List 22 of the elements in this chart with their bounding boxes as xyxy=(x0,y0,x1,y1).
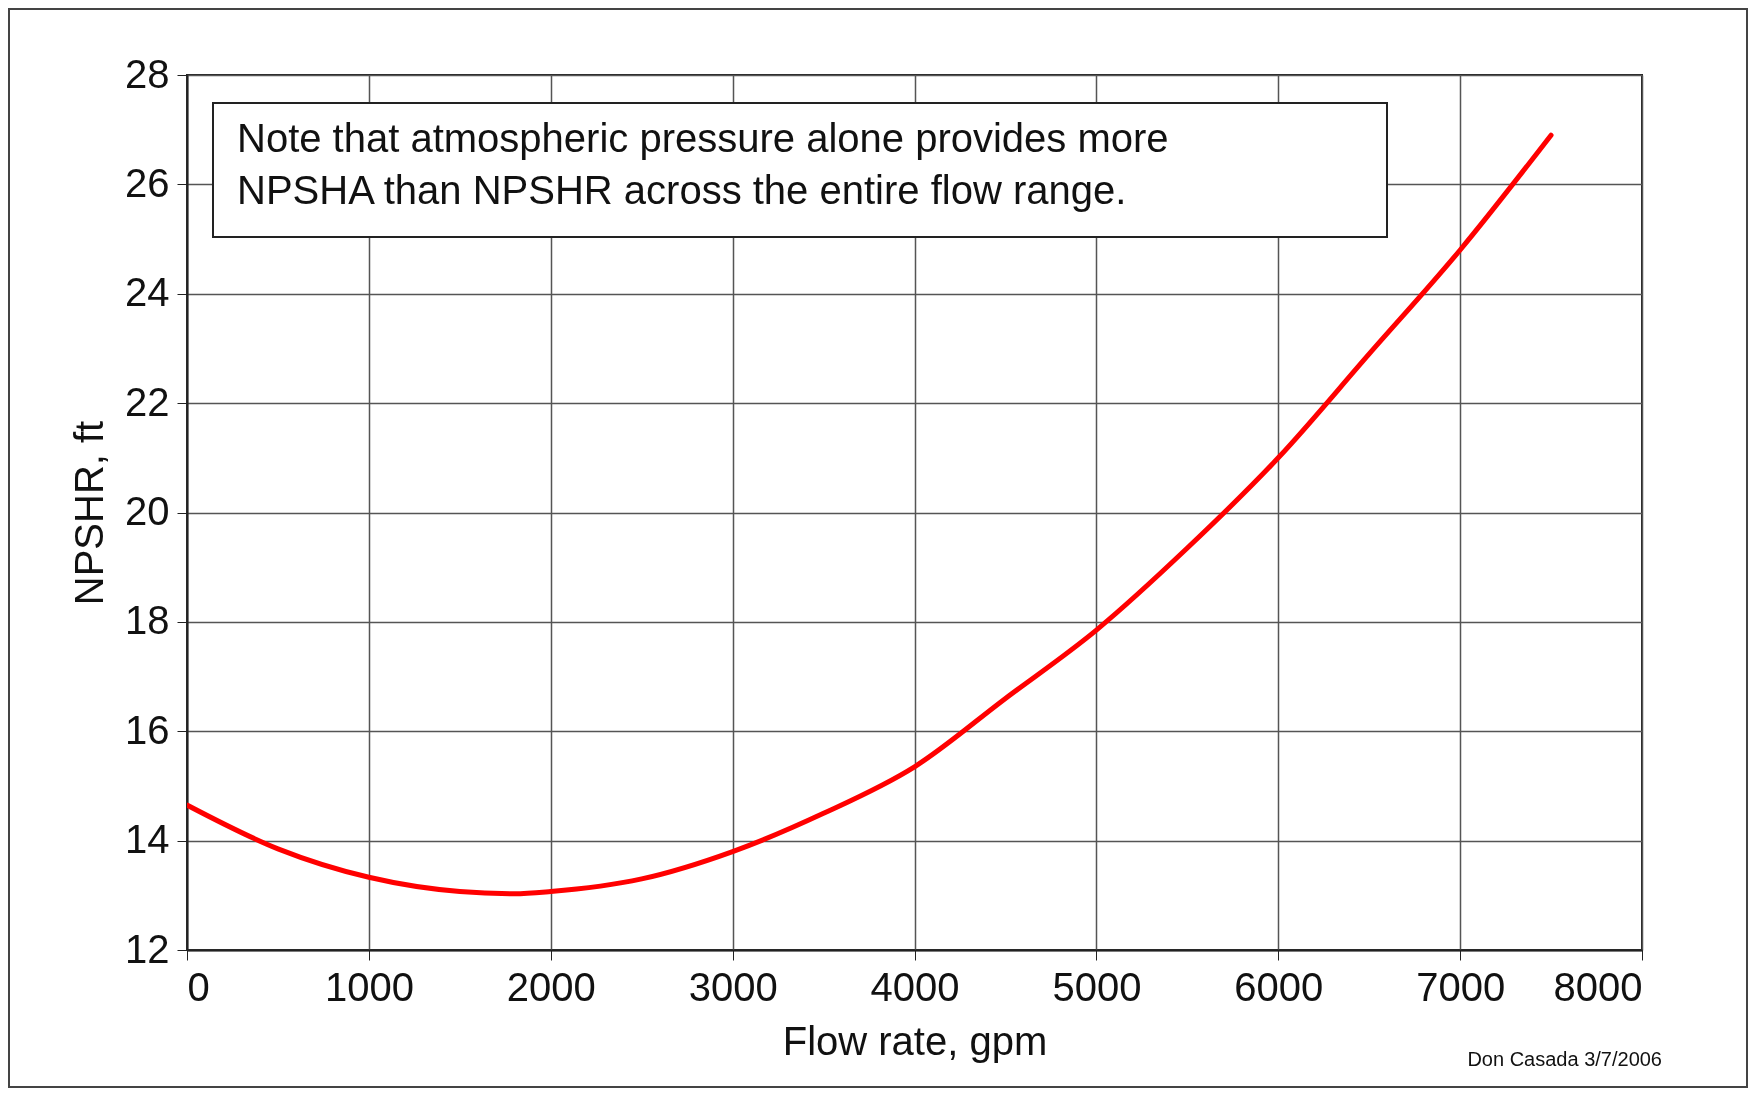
y-tick-label: 28 xyxy=(125,51,170,96)
x-tick-label: 1000 xyxy=(324,964,414,1009)
y-tick-label: 26 xyxy=(125,160,170,205)
text: Don Casada 3/7/2006 xyxy=(1467,1048,1662,1070)
x-tick-label: 8000 xyxy=(1553,964,1643,1009)
x-tick-label: 0 xyxy=(187,964,210,1009)
y-tick-label: 20 xyxy=(125,489,170,533)
x-tick-label: 7000 xyxy=(1416,964,1506,1009)
x-axis-title: Flow rate, gpm xyxy=(782,1018,1048,1063)
x-tick-label: 6000 xyxy=(1234,964,1324,1009)
y-tick-label: 24 xyxy=(125,270,170,315)
y-tick-label: 18 xyxy=(125,598,170,643)
y-tick-label: 12 xyxy=(125,926,170,971)
x-tick-label: 4000 xyxy=(870,964,960,1009)
y-axis-title: NPSHR, ft xyxy=(67,420,112,606)
x-tick-label: 5000 xyxy=(1052,964,1142,1009)
annotation: Note that atmospheric pressure alone provides more NPSHA than NPSHR across the entire flow range. xyxy=(237,116,1169,212)
y-tick-label: 16 xyxy=(125,707,170,752)
y-tick-label: 14 xyxy=(125,817,170,862)
x-tick-label: 2000 xyxy=(506,964,596,1009)
x-tick-label: 3000 xyxy=(688,964,778,1009)
y-tick-label: 22 xyxy=(125,379,170,424)
